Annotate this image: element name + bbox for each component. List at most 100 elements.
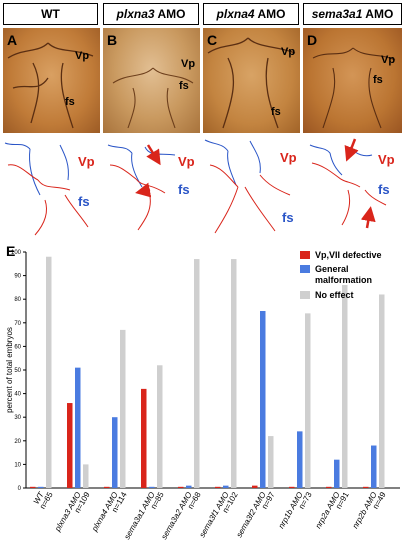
diagram-a-fs: fs xyxy=(78,194,90,209)
photo-b-letter: B xyxy=(107,32,118,48)
header-sema3a1-suffix: AMO xyxy=(362,7,394,21)
diagram-c xyxy=(204,139,291,234)
legend-label-2: No effect xyxy=(315,290,354,300)
bar-vp-defective-5 xyxy=(215,486,221,488)
bar-no-effect-1 xyxy=(83,464,89,488)
photo-b-nerves xyxy=(112,67,194,129)
category-label-8: nrp2a AMO xyxy=(314,491,342,531)
bar-general-malformation-1 xyxy=(75,367,81,488)
bar-no-effect-0 xyxy=(46,256,52,488)
bar-no-effect-6 xyxy=(268,436,274,488)
y-tick-label-20: 20 xyxy=(14,439,21,445)
photo-a-fs: fs xyxy=(65,96,75,108)
bar-no-effect-2 xyxy=(120,329,126,488)
header-plxna4: plxna4 AMO xyxy=(203,3,299,25)
bar-no-effect-8 xyxy=(342,285,348,488)
bar-no-effect-4 xyxy=(194,259,200,488)
bar-vp-defective-6 xyxy=(252,485,258,488)
bar-general-malformation-3 xyxy=(149,486,155,488)
y-tick-label-70: 70 xyxy=(14,321,21,327)
y-tick-label-90: 90 xyxy=(14,274,21,280)
photo-c-vp: Vp xyxy=(281,46,296,58)
bar-general-malformation-7 xyxy=(297,431,303,488)
legend-swatch-1 xyxy=(300,265,310,273)
bar-general-malformation-4 xyxy=(186,485,192,488)
header-plxna3-gene: plxna3 xyxy=(116,7,155,21)
photo-a-vp: Vp xyxy=(75,50,90,62)
category-label-5: sema3f1 AMO xyxy=(198,491,231,540)
y-tick-label-10: 10 xyxy=(14,462,21,468)
bar-vp-defective-2 xyxy=(104,486,110,488)
photo-b-vp: Vp xyxy=(181,58,196,70)
photo-b-fs: fs xyxy=(179,80,189,92)
photo-d-fs: fs xyxy=(373,74,383,86)
photo-c: C Vp fs xyxy=(203,28,300,133)
category-label-6: sema3f2 AMO xyxy=(235,491,268,540)
y-tick-label-30: 30 xyxy=(14,415,21,421)
bar-vp-defective-7 xyxy=(289,486,295,488)
photo-a-letter: A xyxy=(7,32,18,48)
bar-general-malformation-5 xyxy=(223,485,229,488)
y-tick-label-100: 100 xyxy=(11,250,22,256)
header-plxna4-suffix: AMO xyxy=(254,7,286,21)
bar-general-malformation-6 xyxy=(260,311,266,488)
y-tick-label-50: 50 xyxy=(14,368,21,374)
bar-no-effect-7 xyxy=(305,313,311,488)
bar-vp-defective-9 xyxy=(363,486,369,488)
diagram-b-vp: Vp xyxy=(178,154,195,169)
bar-vp-defective-3 xyxy=(141,388,147,488)
diagram-c-vp: Vp xyxy=(280,150,297,165)
y-tick-label-80: 80 xyxy=(14,297,21,303)
bar-no-effect-5 xyxy=(231,259,237,488)
bar-general-malformation-0 xyxy=(38,486,44,488)
bar-vp-defective-4 xyxy=(178,486,184,488)
bar-chart: E 0 10 20 30 40 50 60 70 80 90 100 percent of total … xyxy=(5,243,400,541)
tracing-diagrams xyxy=(4,138,387,236)
photo-c-letter: C xyxy=(207,32,218,48)
bar-vp-defective-0 xyxy=(30,486,36,488)
header-plxna4-gene: plxna4 xyxy=(216,7,255,21)
photo-d-letter: D xyxy=(307,32,318,48)
header-plxna3: plxna3 AMO xyxy=(103,3,199,25)
bar-general-malformation-2 xyxy=(112,417,118,488)
y-axis-label: percent of total embryos xyxy=(5,327,14,413)
photo-d-nerves xyxy=(312,47,396,129)
diagram-a xyxy=(4,142,89,236)
header-wt-text: WT xyxy=(41,7,60,21)
photo-c-fs: fs xyxy=(271,106,281,118)
photo-c-nerves xyxy=(207,37,296,129)
bar-vp-defective-1 xyxy=(67,403,73,488)
header-sema3a1-gene: sema3a1 xyxy=(311,7,363,21)
header-sema3a1: sema3a1 AMO xyxy=(303,3,402,25)
diagram-a-vp: Vp xyxy=(78,154,95,169)
diagram-d xyxy=(309,138,387,229)
y-tick-label-40: 40 xyxy=(14,392,21,398)
y-tick-label-0: 0 xyxy=(18,486,22,492)
bar-general-malformation-8 xyxy=(334,459,340,488)
bar-no-effect-9 xyxy=(379,294,385,488)
photo-a-nerves xyxy=(7,42,94,129)
diagram-b xyxy=(107,144,176,231)
diagram-d-fs: fs xyxy=(378,182,390,197)
header-wt: WT xyxy=(3,3,98,25)
legend-swatch-2 xyxy=(300,291,310,299)
legend-label-1: General malformation xyxy=(315,264,372,285)
category-label-7: nrp1b AMO xyxy=(277,491,305,531)
photo-a: A Vp fs xyxy=(3,28,100,133)
category-label-4: sema3a2 AMO xyxy=(159,491,193,541)
y-tick-label-60: 60 xyxy=(14,344,21,350)
photo-d-vp: Vp xyxy=(381,54,396,66)
legend-label-0: Vp,VII defective xyxy=(315,250,382,260)
header-plxna3-suffix: AMO xyxy=(154,7,186,21)
photo-b: B Vp fs xyxy=(103,28,200,133)
bar-general-malformation-9 xyxy=(371,445,377,488)
panel-letter-e: E xyxy=(6,243,15,259)
diagram-d-vp: Vp xyxy=(378,152,395,167)
photo-d: D Vp fs xyxy=(303,28,402,133)
legend-swatch-0 xyxy=(300,251,310,259)
category-label-9: nrp2b AMO xyxy=(351,491,379,531)
bar-vp-defective-8 xyxy=(326,486,332,488)
category-label-3: sema3a1 AMO xyxy=(122,491,156,541)
diagram-c-fs: fs xyxy=(282,210,294,225)
diagram-b-fs: fs xyxy=(178,182,190,197)
